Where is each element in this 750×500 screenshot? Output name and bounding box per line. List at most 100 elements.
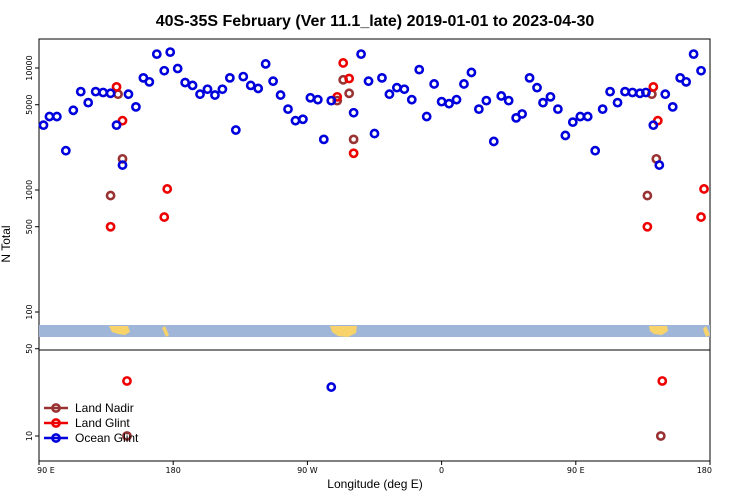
plot-area: 90 E 180 90 W 0 90 E 180 10501005001000500010… (25, 38, 712, 475)
x-tick-label: 90 E (567, 466, 585, 475)
ocean-glint-point (473, 104, 484, 115)
ocean-glint-point (326, 95, 337, 106)
ocean-glint-point (275, 90, 286, 100)
x-tick-label: 90 W (297, 466, 318, 475)
ocean-glint-point (38, 120, 49, 131)
ocean-glint-point (369, 128, 380, 139)
ocean-glint-point (131, 101, 141, 112)
legend-land-glint-marker (51, 418, 61, 428)
ocean-glint-point (451, 94, 462, 105)
land-patch-5 (703, 326, 710, 337)
ocean-glint-point (202, 84, 213, 95)
land-nadir-point (655, 431, 666, 441)
ocean-glint-point (195, 89, 205, 100)
ocean-glint-point (312, 94, 323, 105)
ocean-glint-point (429, 79, 440, 89)
ocean-glint-point (444, 98, 454, 109)
ocean-glint-point (363, 76, 374, 87)
land-nadir-point (642, 190, 653, 201)
ocean-glint-point (151, 49, 162, 59)
ocean-glint-point (597, 104, 608, 115)
ocean-glint-point (44, 111, 55, 122)
land-glint-point (642, 221, 653, 232)
ocean-strip (39, 325, 710, 337)
ocean-glint-point (648, 120, 659, 131)
land-nadir-point (122, 431, 132, 441)
ocean-glint-point (627, 87, 638, 98)
ocean-glint-point (83, 97, 94, 108)
ocean-glint-point (496, 91, 507, 101)
ocean-glint-point (466, 67, 477, 78)
land-glint-point (117, 115, 128, 126)
ocean-glint-point (348, 107, 359, 118)
legend-ocean-glint-label: Ocean Glint (75, 431, 139, 445)
lower-plot-frame (38, 349, 711, 462)
ocean-glint-point (517, 109, 528, 119)
y-axis-label: N Total (0, 225, 13, 262)
ocean-glint-point (253, 83, 264, 94)
ocean-glint-point (503, 95, 514, 106)
ocean-glint-point (159, 65, 170, 76)
land-glint-point (696, 212, 706, 222)
land-nadir-point (105, 190, 116, 201)
x-tick-label: 180 (166, 466, 181, 475)
ocean-band (39, 325, 710, 337)
ocean-glint-point (667, 101, 678, 112)
data-points (38, 47, 709, 441)
ocean-glint-point (123, 89, 134, 100)
ocean-glint-point (305, 92, 316, 103)
ocean-glint-point (459, 79, 469, 89)
ocean-glint-point (318, 134, 329, 145)
land-patch-1 (109, 326, 130, 335)
ocean-glint-point (217, 84, 228, 95)
ocean-glint-point (144, 76, 155, 87)
ocean-glint-point (605, 86, 615, 97)
ocean-glint-point (567, 117, 578, 128)
ocean-glint-point (98, 87, 109, 98)
y-tick-label: 10 (25, 431, 34, 441)
ocean-glint-point (75, 86, 86, 97)
land-glint-point (348, 148, 359, 159)
ocean-glint-point (298, 114, 308, 125)
ocean-glint-point (524, 72, 535, 83)
land-glint-point (657, 376, 668, 386)
legend-land-nadir-label: Land Nadir (75, 401, 134, 415)
ocean-glint-point (105, 88, 116, 99)
ocean-glint-point (384, 89, 395, 100)
ocean-glint-point (575, 111, 586, 122)
ocean-glint-point (582, 111, 593, 122)
ocean-glint-point (612, 97, 623, 108)
land-nadir-point (344, 88, 355, 99)
y-tick-label: 50 (25, 344, 34, 354)
land-glint-point (159, 212, 170, 222)
y-tick-label: 10000 (25, 55, 34, 80)
ocean-glint-point (696, 65, 706, 76)
ocean-glint-point (436, 96, 447, 107)
ocean-glint-point (660, 89, 671, 100)
ocean-glint-point (620, 86, 630, 97)
ocean-glint-point (268, 76, 279, 87)
ocean-glint-point (111, 120, 122, 131)
land-patch-4 (649, 326, 668, 335)
chart-title: 40S-35S February (Ver 11.1_late) 2019-01… (156, 13, 595, 30)
land-glint-point (648, 81, 659, 92)
x-axis-ticks: 90 E 180 90 W 0 90 E 180 (37, 461, 712, 475)
ocean-glint-point (545, 91, 556, 102)
y-tick-label: 500 (25, 219, 34, 234)
ocean-glint-point (224, 72, 235, 83)
ocean-glint-point (421, 111, 432, 122)
land-glint-point (105, 221, 116, 232)
land-glint-point (338, 58, 349, 68)
ocean-glint-point (538, 97, 548, 108)
y-tick-label: 1000 (25, 180, 34, 200)
land-glint-point (122, 376, 132, 386)
ocean-glint-point (406, 94, 417, 105)
land-patch-2 (162, 326, 169, 337)
ocean-glint-point (654, 160, 665, 170)
ocean-glint-point (180, 77, 191, 88)
ocean-glint-point (356, 49, 366, 59)
y-axis-ticks: 10 50 100 500 1000 5000 10000 (25, 55, 39, 441)
land-glint-point (111, 81, 122, 92)
